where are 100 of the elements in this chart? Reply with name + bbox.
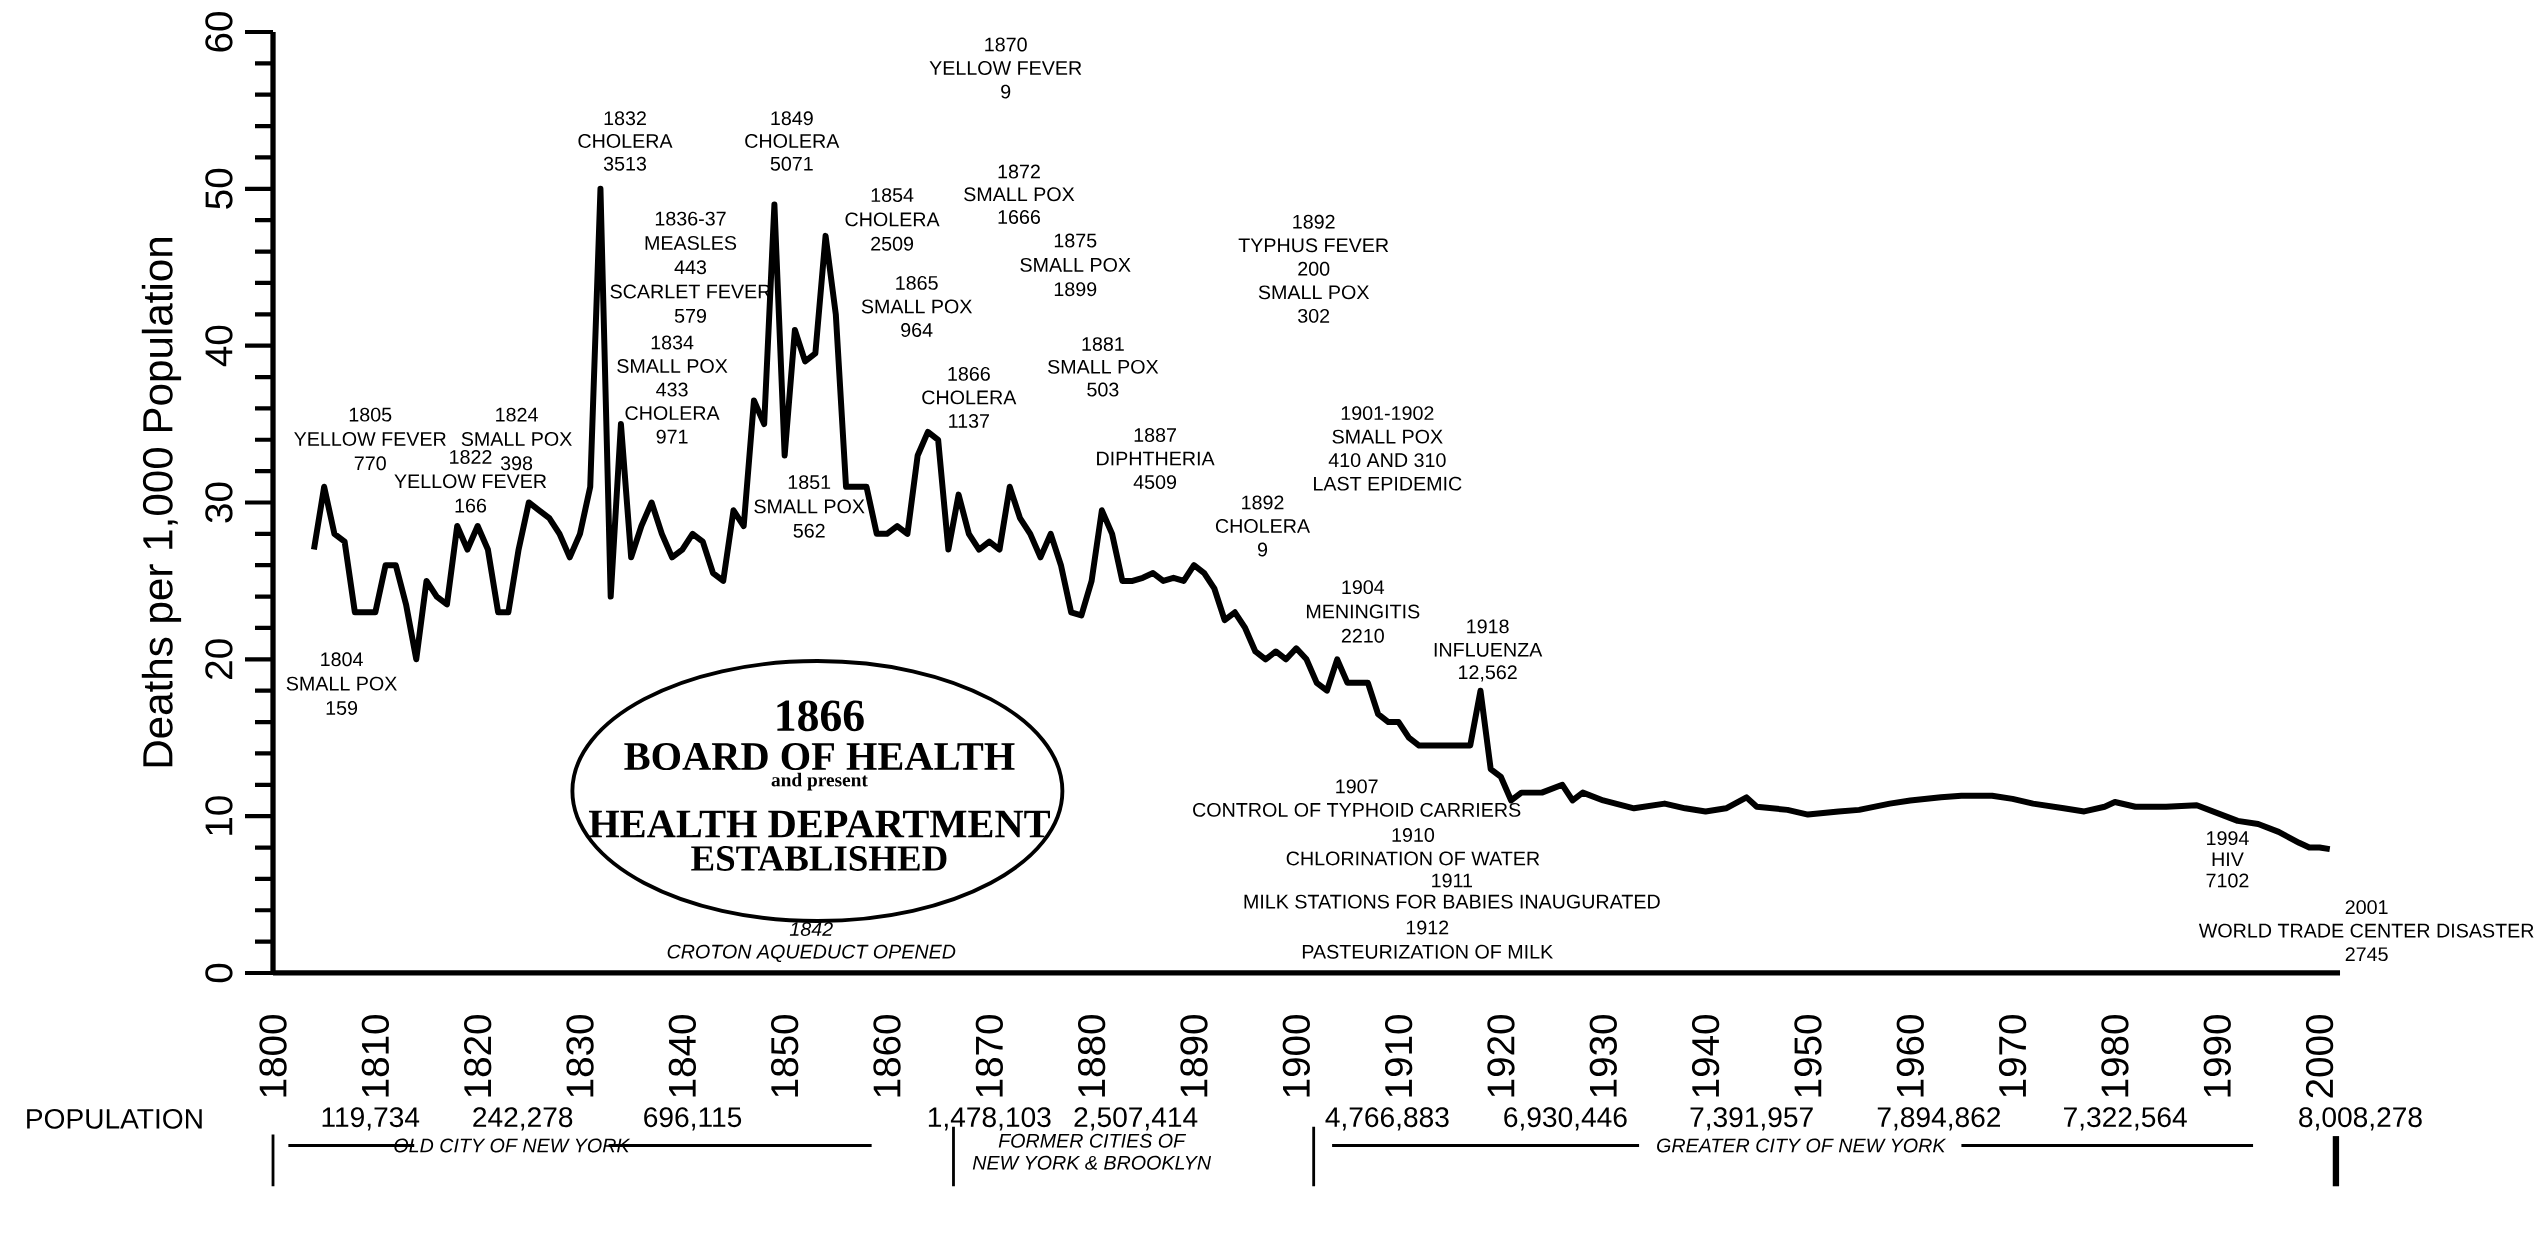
x-tick-label: 1930 bbox=[1589, 1014, 1617, 1097]
annotation: 1892 bbox=[1242, 495, 1284, 510]
annotation: CONTROL OF TYPHOID CARRIERS bbox=[1193, 802, 1521, 817]
annotation: 5071 bbox=[770, 156, 813, 171]
y-tick-label: 30 bbox=[205, 482, 233, 523]
annotation: 971 bbox=[656, 429, 688, 444]
x-tick-label: 1800 bbox=[259, 1014, 287, 1097]
annotation: 1875 bbox=[1054, 233, 1097, 248]
annotation: 1910 bbox=[1392, 828, 1435, 842]
annotation: 503 bbox=[1087, 382, 1119, 397]
x-tick-label: 1970 bbox=[1998, 1014, 2027, 1097]
annotation: 159 bbox=[326, 700, 358, 715]
annotation: 2210 bbox=[1341, 628, 1384, 643]
y-tick-label: 50 bbox=[205, 168, 233, 209]
text: 6,930,446 bbox=[1504, 1107, 1627, 1131]
x-tick-label: 1850 bbox=[771, 1014, 799, 1097]
annotation: 1901-1902 bbox=[1341, 406, 1434, 421]
annotation: 1834 bbox=[651, 335, 694, 350]
annotation: WORLD TRADE CENTER DISASTER bbox=[2198, 923, 2534, 938]
x-tick-label: 1810 bbox=[361, 1014, 390, 1097]
text: 7,322,564 bbox=[2064, 1107, 2187, 1131]
annotation: and present bbox=[771, 772, 868, 791]
annotation: CHOLERA bbox=[745, 134, 840, 148]
annotation: 1994 bbox=[2207, 831, 2249, 846]
annotation: 1804 bbox=[321, 652, 363, 667]
text: 2,507,414 bbox=[1074, 1107, 1198, 1131]
y-tick-label: 40 bbox=[205, 325, 233, 367]
annotation: 1892 bbox=[1293, 214, 1335, 229]
x-tick-label: 1880 bbox=[1077, 1014, 1106, 1097]
annotation: YELLOW FEVER bbox=[929, 61, 1082, 75]
annotation: 398 bbox=[500, 456, 533, 471]
text: FORMER CITIES OF bbox=[998, 1133, 1187, 1148]
annotation: SMALL POX bbox=[286, 676, 397, 691]
x-tick-label: 1860 bbox=[873, 1014, 901, 1097]
annotation: INFLUENZA bbox=[1434, 643, 1543, 657]
annotation: SMALL POX bbox=[461, 432, 572, 446]
text: 119,734 bbox=[322, 1107, 420, 1131]
annotation: 1854 bbox=[871, 188, 914, 203]
annotation: 9 bbox=[1257, 542, 1268, 557]
annotation: 1666 bbox=[998, 210, 1040, 224]
annotation: CHOLERA bbox=[845, 212, 940, 227]
annotation: 1805 bbox=[349, 407, 392, 422]
annotation: 1907 bbox=[1336, 779, 1378, 794]
annotation: 1887 bbox=[1134, 428, 1176, 442]
annotation: 443 bbox=[674, 260, 707, 275]
annotation: 4509 bbox=[1133, 475, 1177, 490]
text: 8,008,278 bbox=[2299, 1107, 2422, 1131]
text: GREATER CITY OF NEW YORK bbox=[1657, 1138, 1947, 1153]
text: 242,278 bbox=[473, 1107, 573, 1131]
text: 7,894,862 bbox=[1877, 1107, 2001, 1131]
annotation: 1904 bbox=[1342, 580, 1385, 595]
annotation: HIV bbox=[2212, 852, 2244, 867]
annotation: 1851 bbox=[788, 475, 831, 490]
annotation: HEALTH DEPARTMENT bbox=[588, 810, 1050, 838]
y-tick-label: 20 bbox=[205, 639, 233, 679]
annotation: LAST EPIDEMIC bbox=[1314, 476, 1462, 491]
y-axis-title: Deaths per 1,000 Population bbox=[141, 238, 182, 767]
text: 7,391,957 bbox=[1690, 1107, 1813, 1131]
x-tick-label: 1990 bbox=[2203, 1014, 2231, 1097]
annotation: 1918 bbox=[1467, 619, 1509, 634]
x-tick-label: 1920 bbox=[1487, 1014, 1515, 1097]
text: 2001 bbox=[2345, 900, 2388, 915]
annotation: SMALL POX bbox=[617, 359, 728, 373]
annotation: 1137 bbox=[949, 413, 990, 428]
x-tick-label: 1870 bbox=[975, 1014, 1003, 1097]
x-tick-label: 1900 bbox=[1282, 1014, 1310, 1097]
annotation: 1822 bbox=[450, 450, 492, 464]
annotation: SMALL POX bbox=[1258, 285, 1370, 300]
annotation: 1881 bbox=[1082, 337, 1124, 352]
annotation: 3513 bbox=[603, 156, 647, 171]
annotation: SMALL POX bbox=[964, 187, 1075, 202]
annotation: 1832 bbox=[604, 111, 646, 126]
annotation: 9 bbox=[1001, 84, 1011, 99]
annotation: 1911 bbox=[1432, 873, 1473, 888]
x-tick-label: 1960 bbox=[1896, 1014, 1924, 1097]
x-tick-label: 1910 bbox=[1384, 1014, 1413, 1097]
annotation: 433 bbox=[656, 382, 688, 397]
annotation: 1836-37 bbox=[655, 211, 726, 226]
annotation: BOARD OF HEALTH bbox=[624, 743, 1015, 771]
text: 4,766,883 bbox=[1325, 1107, 1449, 1131]
annotation: PASTEURIZATION OF MILK bbox=[1302, 944, 1553, 959]
annotation: CHOLERA bbox=[578, 134, 673, 148]
annotation: SMALL POX bbox=[754, 499, 865, 514]
x-tick-label: 1950 bbox=[1794, 1014, 1822, 1097]
annotation: 1912 bbox=[1406, 920, 1449, 935]
annotation: MILK STATIONS FOR BABIES INAUGURATED bbox=[1244, 894, 1660, 909]
annotation: CROTON AQUEDUCT OPENED bbox=[667, 944, 956, 963]
annotation: TYPHUS FEVER bbox=[1238, 238, 1389, 253]
annotation: 166 bbox=[455, 498, 487, 513]
x-tick-label: 1980 bbox=[2101, 1014, 2129, 1097]
annotation: 1899 bbox=[1054, 282, 1097, 297]
annotation: 2509 bbox=[871, 236, 914, 251]
text: 1,478,103 bbox=[928, 1107, 1051, 1131]
annotation: 562 bbox=[793, 523, 825, 538]
annotation: CHOLERA bbox=[625, 406, 720, 421]
text: POPULATION bbox=[27, 1108, 202, 1129]
annotation: 12,562 bbox=[1459, 665, 1517, 682]
x-tick-label: 1940 bbox=[1691, 1014, 1720, 1097]
annotation: SMALL POX bbox=[1047, 359, 1159, 374]
annotation: 579 bbox=[674, 308, 706, 323]
